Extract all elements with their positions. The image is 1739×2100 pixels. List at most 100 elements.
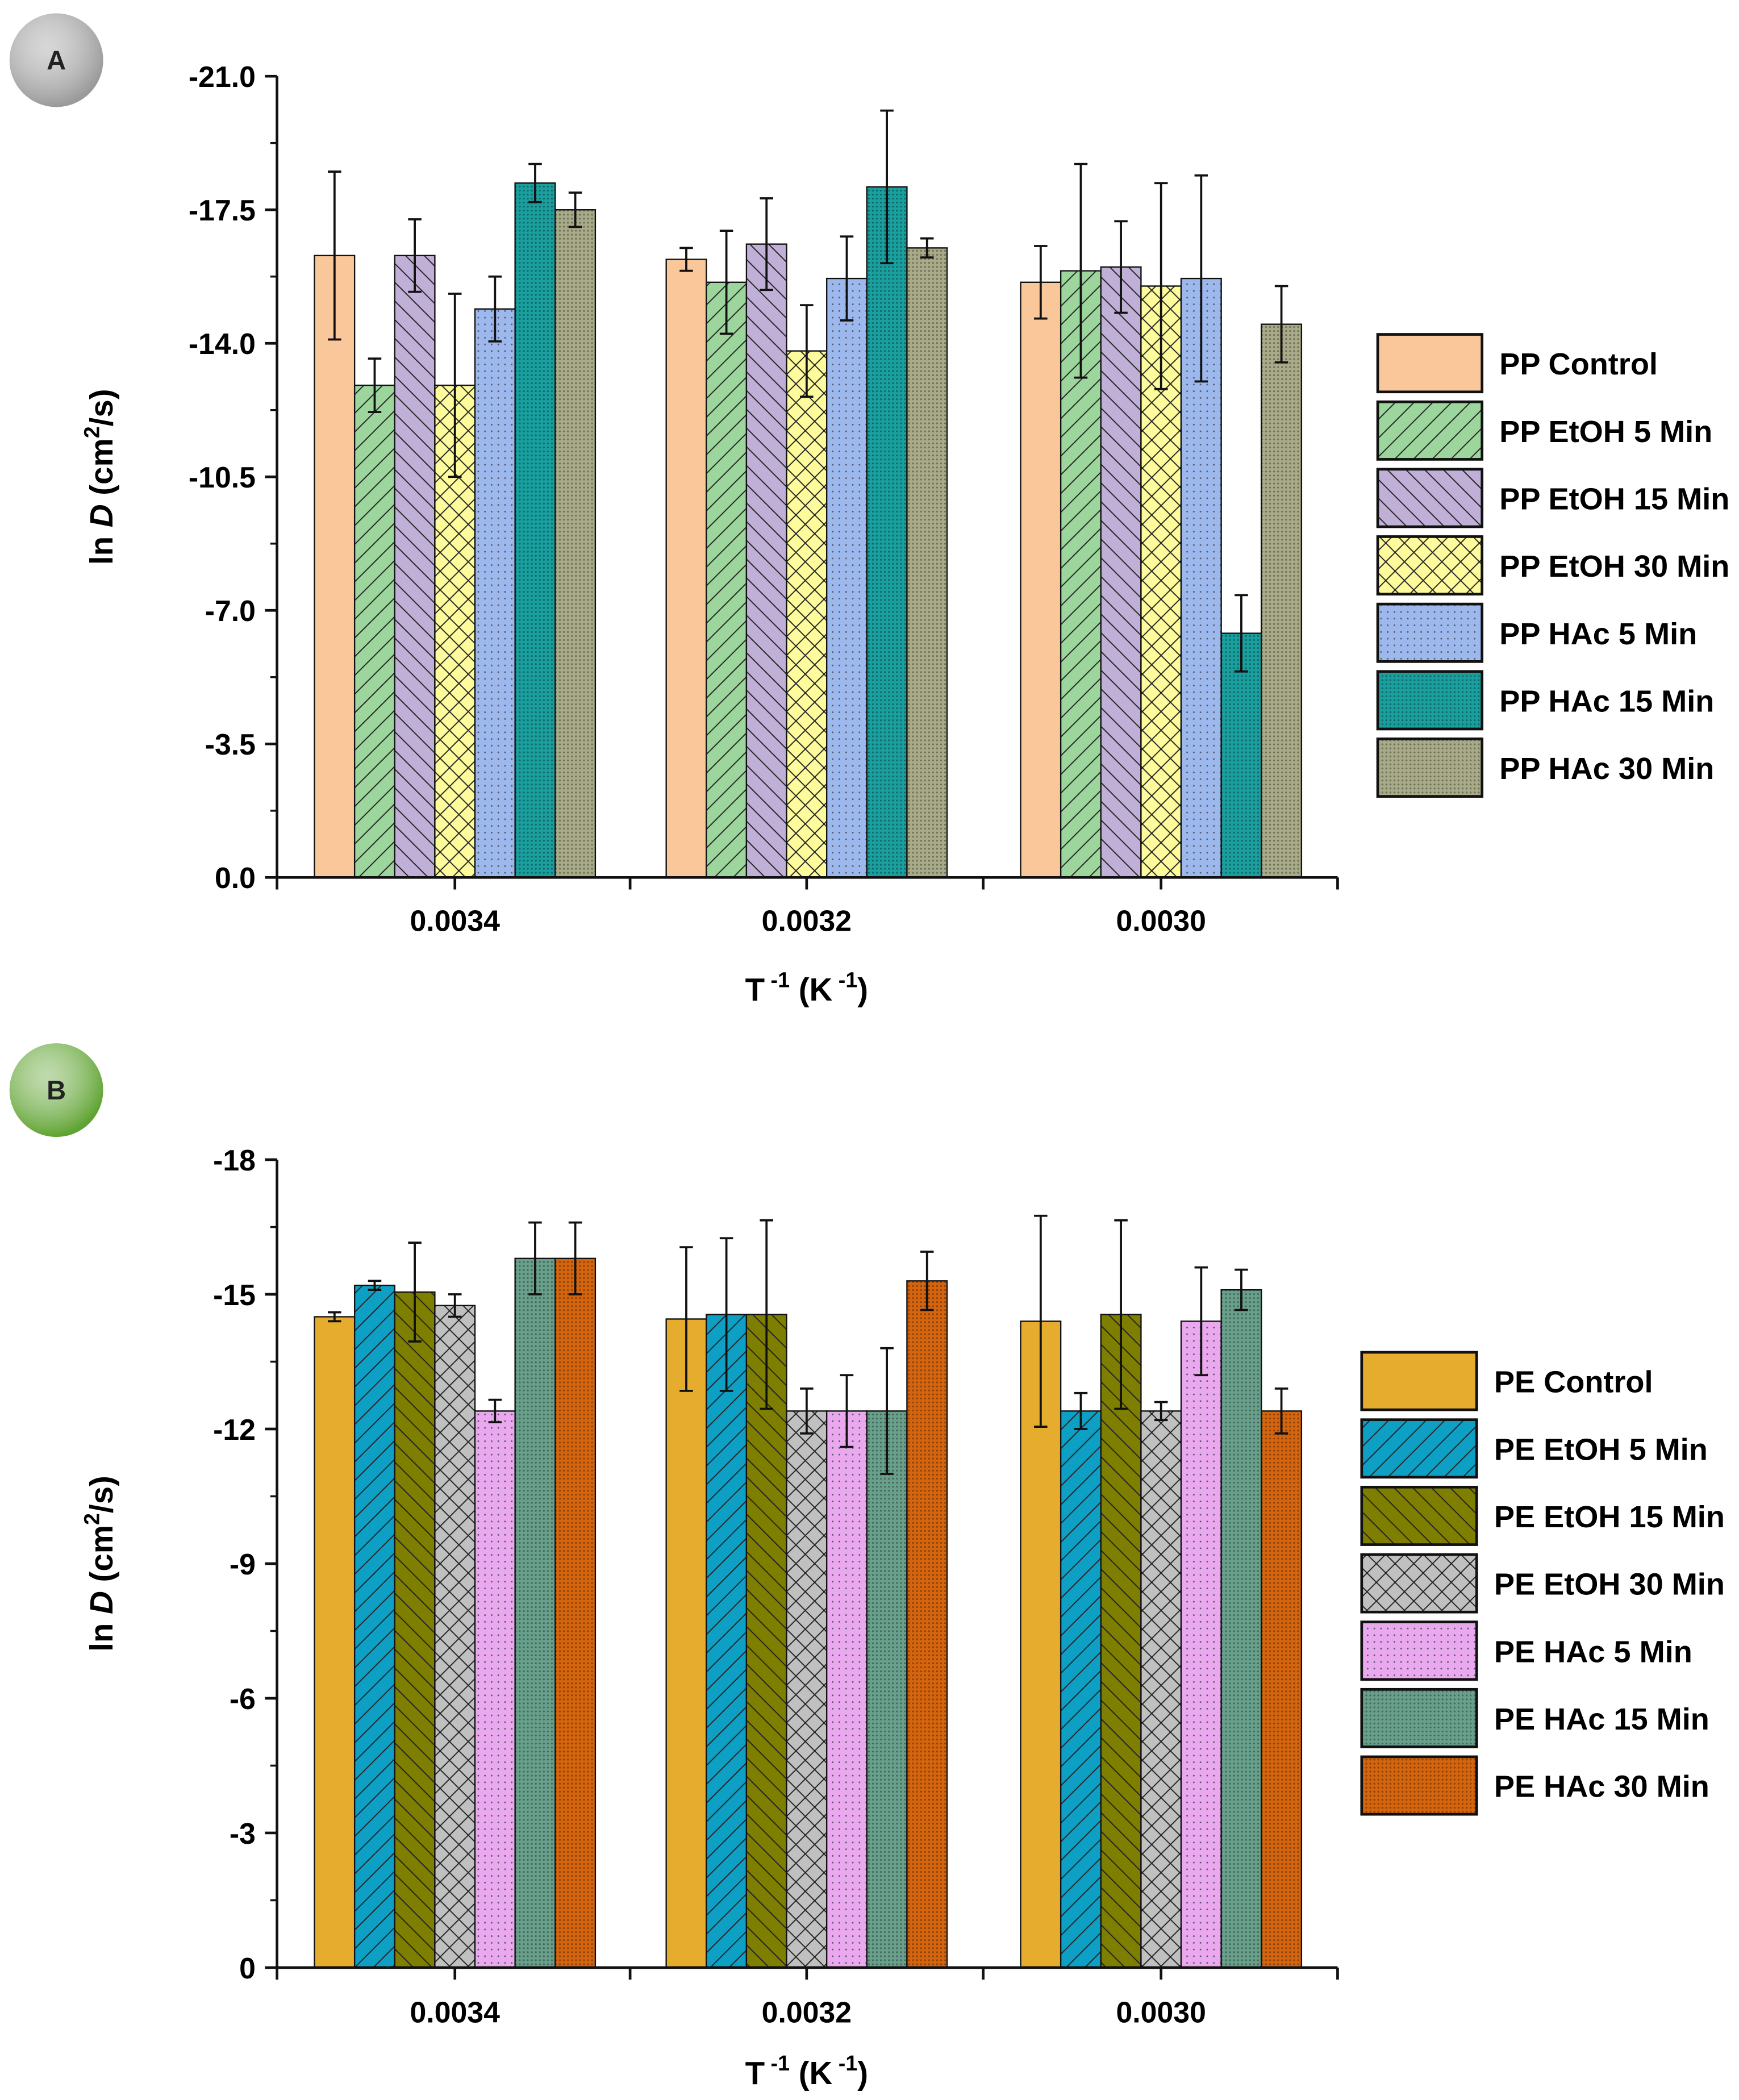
y-label-exp: 2 [80, 426, 104, 438]
y-label-unit: (cm [84, 1525, 119, 1591]
legend-label: PP HAc 5 Min [1499, 617, 1697, 651]
legend-swatch [1376, 535, 1484, 596]
legend-label: PE HAc 5 Min [1494, 1635, 1692, 1669]
bar [554, 1257, 597, 1969]
y-tick-label: -6 [230, 1682, 256, 1715]
legend-swatch [1360, 1688, 1478, 1748]
panel-badge-shine [9, 13, 103, 107]
x-tick-label: 0.0034 [410, 1995, 501, 2028]
legend-swatch [1376, 670, 1484, 731]
legend-swatch [1360, 1755, 1478, 1816]
legend-label: PE EtOH 30 Min [1494, 1568, 1725, 1602]
bar [665, 1318, 707, 1969]
legend-swatch [1376, 468, 1484, 528]
x-label-unit: (K [790, 2055, 833, 2091]
x-axis-label: T -1 (K -1) [745, 2051, 869, 2091]
x-label-exp: -1 [765, 2051, 790, 2075]
y-label-unit: (cm [84, 438, 119, 504]
legend-label: PE EtOH 15 Min [1494, 1500, 1725, 1534]
x-tick-label: 0.0032 [762, 1995, 852, 2028]
legend-swatch [1376, 400, 1484, 461]
y-label-close: /s) [84, 389, 119, 426]
bar [474, 308, 516, 878]
legend-label: PE Control [1494, 1365, 1653, 1399]
legend-label: PP HAc 30 Min [1499, 752, 1714, 786]
bar [1261, 1410, 1303, 1969]
bar [1100, 1314, 1142, 1969]
bar [434, 1305, 476, 1969]
bar [665, 259, 707, 878]
x-label-unit: (K [790, 972, 833, 1007]
bar [1220, 1289, 1262, 1969]
y-tick-label: -9 [230, 1548, 256, 1581]
bar [786, 1410, 828, 1969]
x-tick-label: 0.0030 [1116, 904, 1206, 937]
y-tick-label: -21.0 [189, 60, 256, 93]
bar [514, 182, 556, 878]
y-label-exp: 2 [80, 1513, 104, 1525]
legend-label: PP Control [1499, 347, 1658, 381]
legend-label: PE HAc 30 Min [1494, 1770, 1709, 1804]
y-label-symbol: D [84, 504, 119, 527]
bar [745, 243, 787, 878]
x-label-close: ) [857, 2055, 868, 2091]
y-label-pre: ln [84, 527, 119, 565]
bar [706, 1314, 748, 1969]
y-axis-label: ln D (cm2/s) [80, 389, 120, 565]
bar [394, 255, 436, 878]
y-axis-label: ln D (cm2/s) [80, 1476, 120, 1652]
y-tick-label: -15 [213, 1278, 256, 1311]
bar [706, 281, 748, 878]
x-axis-label: T -1 (K -1) [745, 968, 869, 1007]
x-label-exp: -1 [765, 968, 790, 991]
bar [866, 186, 908, 878]
legend-swatch [1376, 738, 1484, 798]
legend-swatch [1360, 1418, 1478, 1479]
bar [1140, 1410, 1182, 1969]
chart-panel-A: A PP Control PP EtOH 5 Min PP EtOH 15 Min PP… [9, 13, 1729, 1007]
chart-panel-B: B PE Control PE EtOH 5 Min PE EtOH 15 Min PE… [9, 1043, 1725, 2091]
y-tick-label: 0.0 [215, 861, 256, 894]
panel-label: B [47, 1075, 66, 1105]
bar [474, 1410, 516, 1969]
bar [514, 1257, 556, 1969]
bar [394, 1291, 436, 1969]
legend-label: PE EtOH 5 Min [1494, 1432, 1708, 1466]
y-tick-label: -17.5 [189, 194, 256, 227]
y-tick-label: 0 [239, 1952, 256, 1985]
bar [353, 384, 395, 878]
legend-label: PP EtOH 15 Min [1499, 482, 1729, 516]
y-label-pre: ln [84, 1614, 119, 1652]
bar [825, 1410, 868, 1969]
y-tick-label: -18 [213, 1144, 256, 1177]
y-tick-label: -3 [230, 1817, 256, 1850]
bar [314, 255, 356, 878]
legend-label: PE HAc 15 Min [1494, 1702, 1709, 1736]
legend-label: PP EtOH 5 Min [1499, 415, 1712, 449]
bar [1220, 632, 1262, 878]
bar [314, 1316, 356, 1969]
panel-badge-shine [9, 1043, 103, 1138]
bar [554, 209, 597, 878]
y-tick-label: -3.5 [205, 728, 256, 761]
x-tick-label: 0.0034 [410, 904, 501, 937]
y-tick-label: -14.0 [189, 327, 256, 360]
x-label-close: ) [857, 972, 868, 1007]
legend-swatch [1360, 1553, 1478, 1614]
bar [1100, 266, 1142, 878]
x-tick-label: 0.0032 [762, 904, 852, 937]
bar [906, 1280, 948, 1969]
x-label-unit-exp: -1 [832, 968, 857, 991]
panel-label: A [47, 45, 66, 75]
bar [1180, 1320, 1222, 1969]
y-tick-label: -10.5 [189, 461, 256, 494]
bar [786, 350, 828, 878]
x-tick-label: 0.0030 [1116, 1995, 1206, 2028]
legend-swatch [1376, 602, 1484, 663]
legend-swatch [1360, 1485, 1478, 1546]
bar [906, 247, 948, 878]
legend-swatch [1376, 333, 1484, 394]
y-label-symbol: D [84, 1591, 119, 1614]
y-tick-label: -12 [213, 1413, 256, 1446]
